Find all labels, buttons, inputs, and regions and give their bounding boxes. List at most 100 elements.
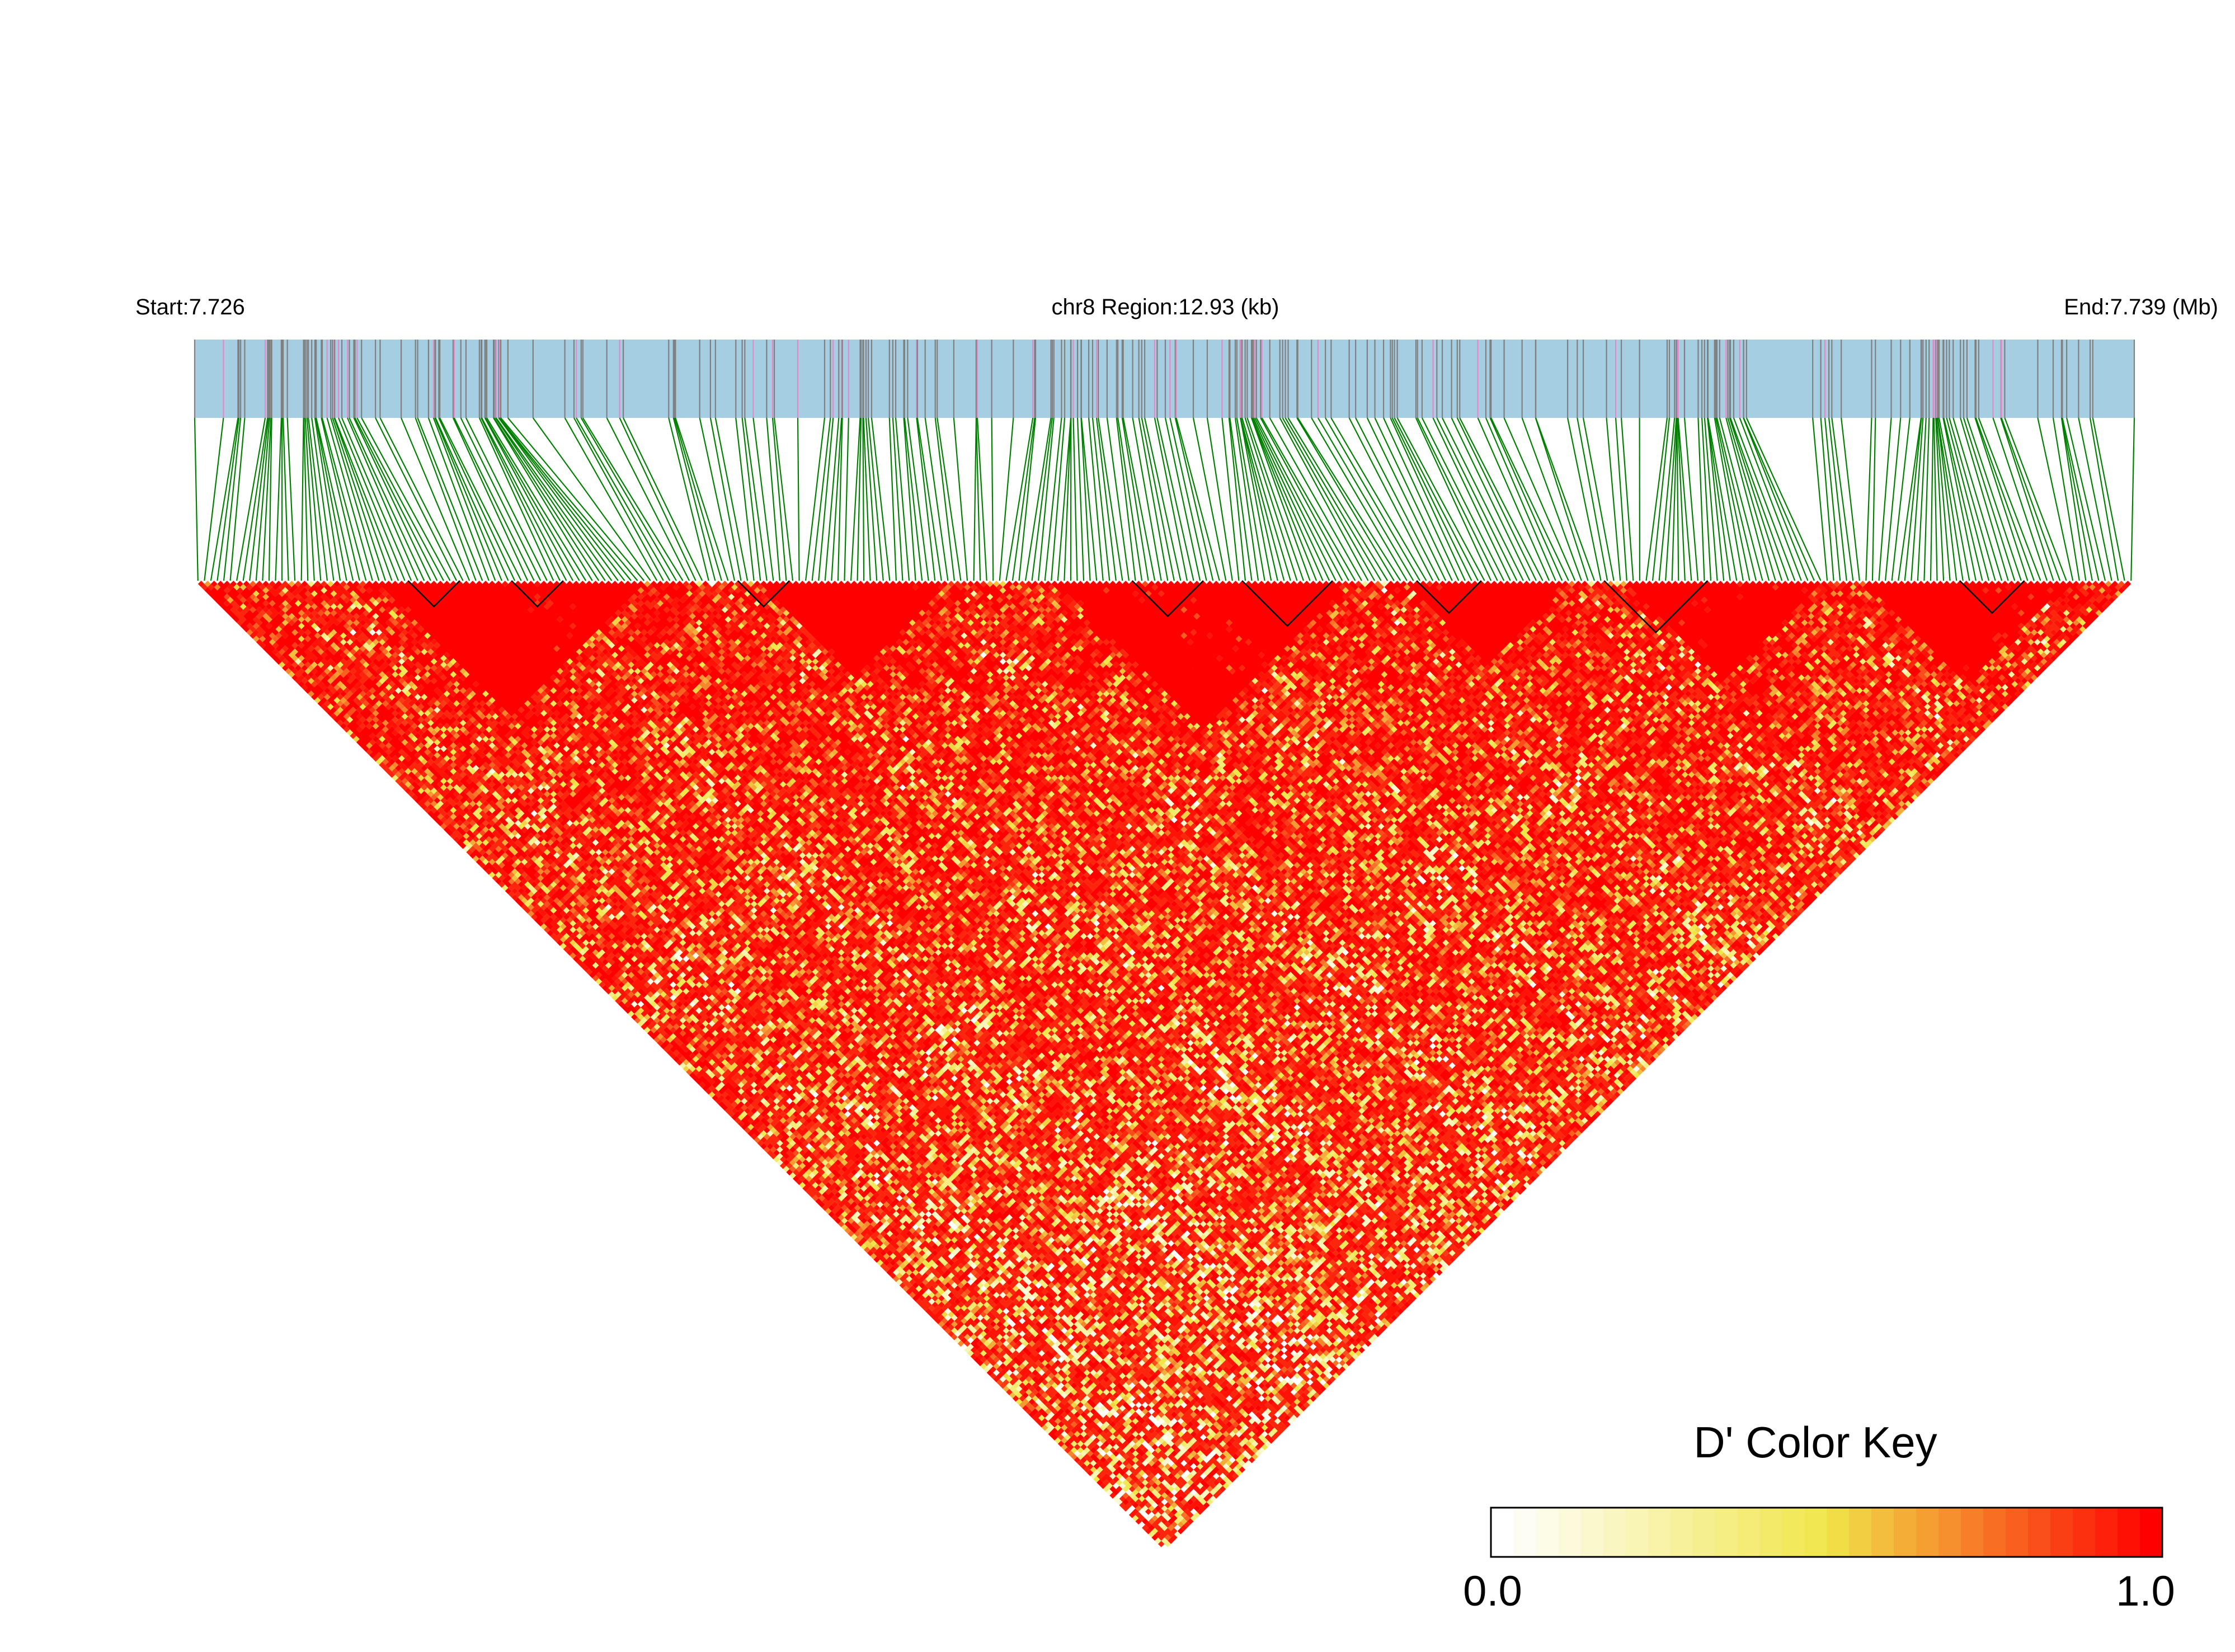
snp-connector-line bbox=[1106, 417, 1130, 581]
snp-connector-line bbox=[1396, 417, 1485, 581]
snp-connector-line bbox=[1240, 417, 1285, 581]
snp-connector-line bbox=[837, 417, 843, 581]
snp-connector-line bbox=[1716, 417, 1757, 581]
snp-connector-line bbox=[811, 417, 831, 581]
ld-cells bbox=[204, 581, 2132, 1541]
snp-connector-line bbox=[674, 417, 722, 581]
snp-connector-line bbox=[434, 417, 502, 581]
snp-connector-line bbox=[1018, 417, 1037, 581]
snp-connector-line bbox=[401, 417, 470, 581]
snp-connector-line bbox=[1719, 417, 1763, 581]
snp-connector-line bbox=[1080, 417, 1091, 581]
snp-connector-line bbox=[953, 417, 968, 581]
snp-connector-line bbox=[338, 417, 406, 581]
snp-connector-line bbox=[903, 417, 916, 581]
snp-connector-line bbox=[1391, 417, 1472, 581]
snp-connector-line bbox=[1436, 417, 1518, 581]
snp-connector-line bbox=[2000, 417, 2054, 581]
snp-connector-line bbox=[1828, 417, 1847, 581]
snp-connector-line bbox=[863, 417, 871, 581]
snp-connector-line bbox=[1394, 417, 1479, 581]
color-key-step bbox=[1894, 1508, 1917, 1557]
snp-connector-line bbox=[1665, 417, 1677, 581]
snp-connector-line bbox=[1651, 417, 1671, 581]
snp-connector-line bbox=[916, 417, 936, 581]
snp-connector-line bbox=[1707, 417, 1725, 581]
snp-connector-line bbox=[242, 417, 269, 581]
snp-connector-line bbox=[1620, 417, 1634, 581]
snp-connector-line bbox=[771, 417, 787, 581]
snp-connector-line bbox=[498, 417, 632, 581]
snp-connector-line bbox=[735, 417, 755, 581]
snp-connector-line bbox=[1098, 417, 1123, 581]
snp-connector-line bbox=[1727, 417, 1776, 581]
snp-connector-line bbox=[1456, 417, 1537, 581]
snp-connector-line bbox=[871, 417, 891, 581]
snp-connector-line bbox=[1729, 417, 1783, 581]
snp-connector-line bbox=[330, 417, 380, 581]
snp-connector-line bbox=[326, 417, 373, 581]
snp-connector-line bbox=[1606, 417, 1621, 581]
color-key-step bbox=[1938, 1508, 1961, 1557]
snp-connector-line bbox=[1942, 417, 1977, 581]
color-key-step bbox=[1603, 1508, 1626, 1557]
snp-connector-line bbox=[438, 417, 516, 581]
snp-connector-line bbox=[1841, 417, 1860, 581]
snp-connector-line bbox=[1044, 417, 1062, 581]
snp-connector-line bbox=[321, 417, 367, 581]
snp-connector-line bbox=[415, 417, 477, 581]
snp-connector-line bbox=[1250, 417, 1311, 581]
snp-connector-line bbox=[1891, 417, 1911, 581]
snp-connector-line bbox=[582, 417, 684, 581]
snp-connector-line bbox=[1582, 417, 1615, 581]
snp-connector-line bbox=[1282, 417, 1376, 581]
haplotype-block-outline bbox=[1603, 580, 1709, 634]
snp-connector-line bbox=[892, 417, 904, 581]
snp-connector-line bbox=[481, 417, 561, 581]
snp-connector-line bbox=[1138, 417, 1169, 581]
snp-connector-line bbox=[304, 417, 315, 581]
snp-connector-line bbox=[1390, 417, 1466, 581]
color-key-step bbox=[2006, 1508, 2029, 1557]
snp-connector-line bbox=[1535, 417, 1589, 581]
snp-connector-line bbox=[709, 417, 742, 581]
snp-connector-line bbox=[427, 417, 490, 581]
snp-connector-line bbox=[1676, 417, 1679, 581]
color-key-step bbox=[1715, 1508, 1738, 1557]
color-key-step bbox=[2073, 1508, 2096, 1557]
snp-connector-line bbox=[2062, 417, 2100, 581]
color-key-title: D' Color Key bbox=[1693, 1418, 1937, 1467]
snp-connector-line bbox=[1729, 417, 1789, 581]
color-key-step bbox=[2118, 1508, 2140, 1557]
snp-connector-line bbox=[1240, 417, 1278, 581]
snp-connector-line bbox=[481, 417, 567, 581]
snp-connector-line bbox=[1898, 417, 1922, 581]
snp-connector-line bbox=[1503, 417, 1576, 581]
snp-connector-line bbox=[619, 417, 697, 581]
snp-connector-line bbox=[1192, 417, 1227, 581]
snp-connector-line bbox=[262, 417, 272, 581]
snp-connector-line bbox=[311, 417, 335, 581]
snp-connector-line bbox=[356, 417, 444, 581]
snp-connector-line bbox=[1234, 417, 1259, 581]
snp-connector-line bbox=[1038, 417, 1055, 581]
snp-connector-line bbox=[865, 417, 878, 581]
snp-connector-line bbox=[333, 417, 393, 581]
snp-connector-line bbox=[532, 417, 651, 581]
snp-connector-line bbox=[1966, 417, 2022, 581]
snp-connector-line bbox=[1206, 417, 1233, 581]
snp-connector-line bbox=[1831, 417, 1854, 581]
snp-connector-line bbox=[2001, 417, 2061, 581]
snp-connector-line bbox=[888, 417, 897, 581]
snp-connector-line bbox=[1707, 417, 1731, 581]
snp-connector-line bbox=[1317, 417, 1414, 581]
snp-connector-line bbox=[1820, 417, 1834, 581]
snp-connector-line bbox=[1088, 417, 1104, 581]
snp-connector-line bbox=[1260, 417, 1349, 581]
snp-connector-line bbox=[1715, 417, 1751, 581]
end-label: End:7.739 (Mb) bbox=[2064, 295, 2218, 319]
snp-connector-line bbox=[303, 417, 309, 581]
color-key-step bbox=[2095, 1508, 2118, 1557]
snp-connector-line bbox=[484, 417, 574, 581]
color-key-step bbox=[1580, 1508, 1603, 1557]
